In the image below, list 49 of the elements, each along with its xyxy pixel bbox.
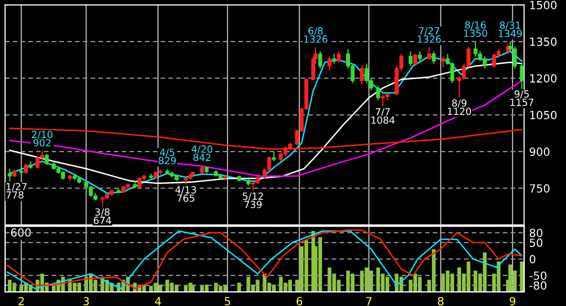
y-tick-label: 750 [530, 184, 550, 193]
x-tick-label: 4 [155, 297, 161, 306]
y-tick-label: 1050 [530, 110, 557, 120]
annotation: 1/27 778 [6, 182, 27, 199]
annotation: 7/7 1084 [371, 108, 395, 124]
x-tick-label: 5 [224, 297, 230, 306]
candlestick [413, 53, 418, 66]
bar [304, 240, 308, 292]
candlestick [418, 50, 422, 62]
annotation: 4/13 765 [175, 186, 196, 202]
candlestick [376, 85, 380, 101]
y-tick-label: 0 [530, 255, 536, 264]
x-tick-label: 8 [438, 296, 444, 306]
candlestick [336, 50, 341, 63]
x-tick-label: 6 [296, 296, 302, 306]
candlestick [441, 56, 445, 68]
annotation: 8/16 1350 [464, 21, 488, 37]
annotation: 8/9 1120 [448, 99, 471, 116]
annotation: 7/27 1326 [418, 27, 441, 43]
y-tick-label: 1350 [530, 38, 557, 46]
annotation: 4/5 829 [158, 148, 176, 164]
candlestick [520, 63, 524, 90]
x-tick-label: 7 [366, 297, 372, 306]
x-tick-label: 3 [84, 296, 89, 306]
y-tick-label: 900 [530, 148, 550, 156]
y-tick-label: -50 [530, 271, 546, 280]
y-tick-label: 1500 [530, 0, 557, 10]
x-tick-label: 2 [18, 296, 24, 306]
annotation: 4/20 842 [192, 145, 212, 162]
annotation: 8/31 1349 [498, 21, 522, 38]
candlestick [360, 65, 364, 85]
annotation: 9/5 1157 [510, 90, 534, 106]
y-tick-label: 80 [530, 228, 542, 238]
y-tick-label: 50 [530, 238, 542, 247]
candlestick [432, 50, 436, 64]
candlestick [332, 53, 336, 64]
bar [508, 264, 512, 292]
y-tick-label: 1200 [530, 74, 557, 83]
annotation: 6/8 1326 [304, 27, 328, 43]
candlestick [318, 50, 322, 70]
x-tick-label: 9 [510, 296, 516, 306]
y-tick-label: -80 [530, 281, 546, 290]
candlestick [328, 56, 332, 72]
annotation: 600 [11, 228, 31, 237]
annotation: 3/8 674 [94, 208, 112, 224]
annotation: 5/12 739 [242, 192, 263, 208]
annotation: 2/10 902 [32, 130, 52, 146]
candlestick [427, 46, 432, 60]
candlestick [408, 50, 413, 67]
